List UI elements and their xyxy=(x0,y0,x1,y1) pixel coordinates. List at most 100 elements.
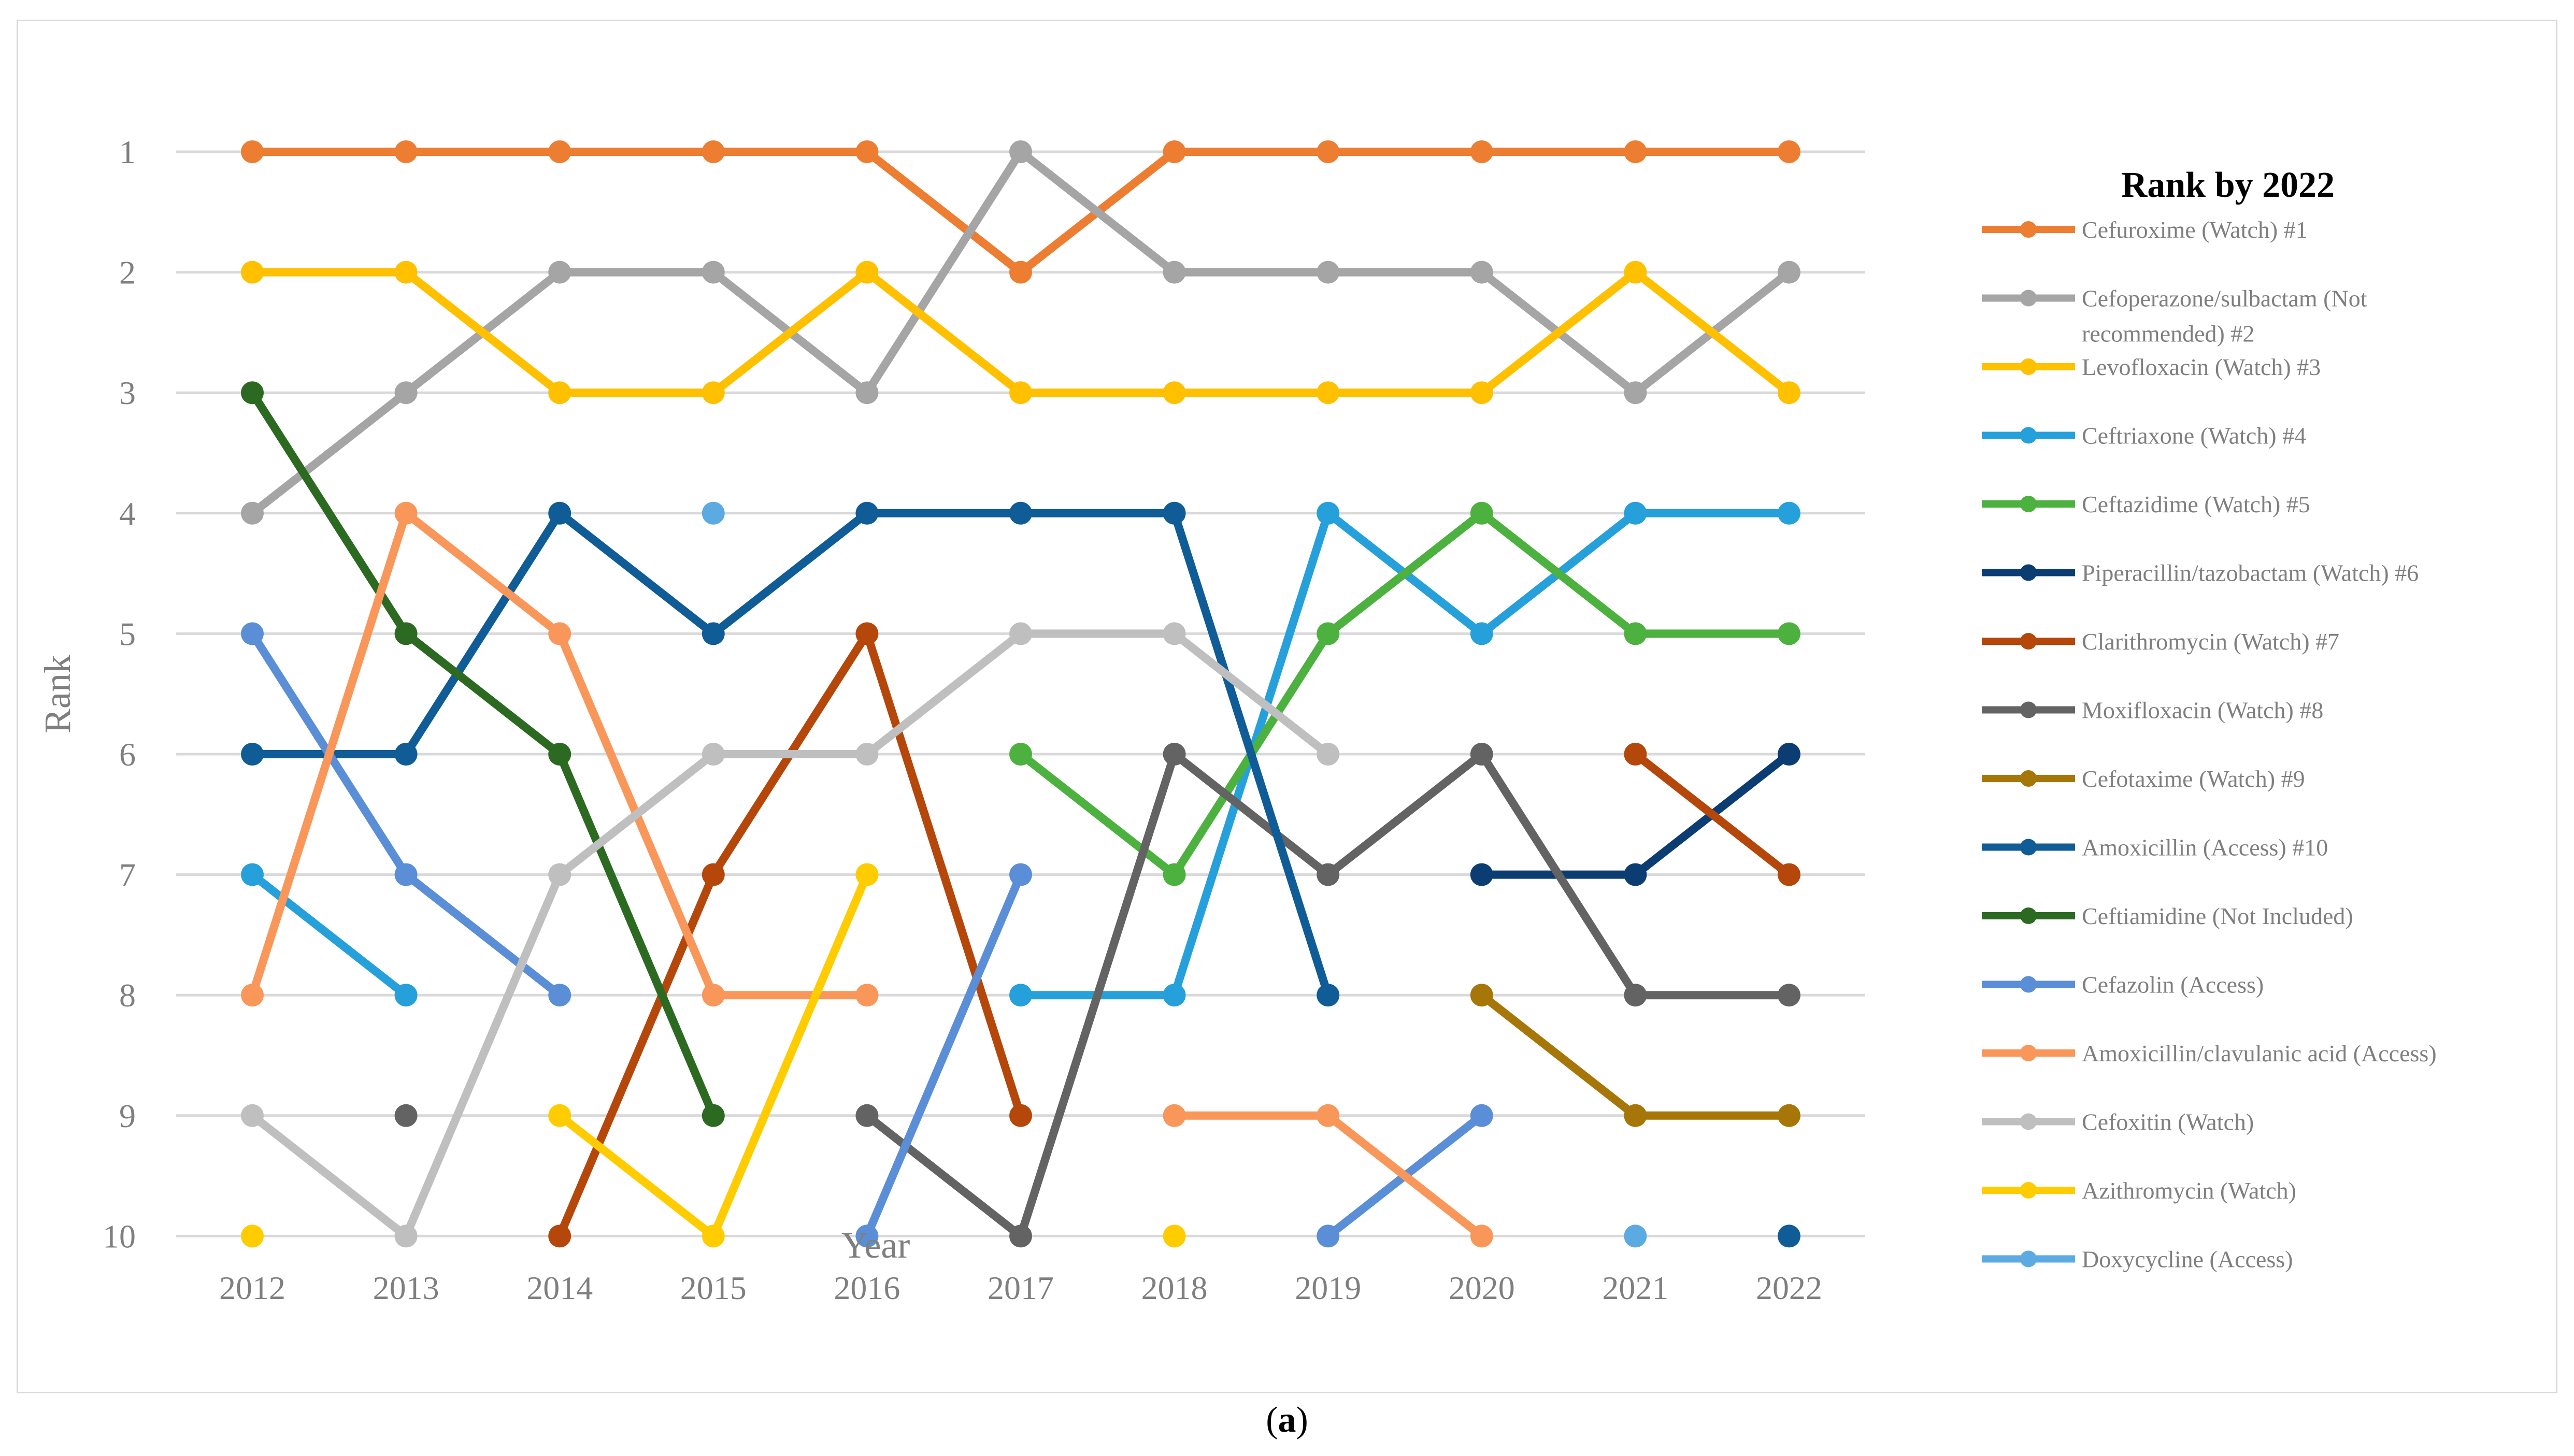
legend-label: Ceftiamidine (Not Included) xyxy=(2082,903,2353,929)
data-point xyxy=(548,261,571,284)
data-point xyxy=(394,261,418,284)
data-point xyxy=(241,140,264,163)
data-point xyxy=(702,622,725,645)
legend-item: Cefuroxime (Watch) #1 xyxy=(1982,217,2308,243)
data-point xyxy=(1778,863,1800,886)
series-line xyxy=(248,629,564,1000)
legend-item: Levofloxacin (Watch) #3 xyxy=(1982,354,2321,380)
data-point xyxy=(1009,1224,1032,1248)
series-14 xyxy=(241,622,1340,1248)
data-point xyxy=(1009,863,1032,886)
data-point xyxy=(1009,381,1032,405)
data-point xyxy=(1470,984,1493,1007)
x-tick-label: 2015 xyxy=(680,1270,747,1306)
data-point xyxy=(1778,261,1800,284)
series-16 xyxy=(702,501,1647,1248)
data-point xyxy=(241,381,264,405)
data-point xyxy=(548,1104,571,1127)
series-6 xyxy=(1470,743,1800,886)
legend-swatch-marker xyxy=(2020,701,2037,718)
data-point xyxy=(1163,501,1186,525)
legend-swatch-marker xyxy=(2020,1250,2037,1267)
data-point xyxy=(241,501,264,525)
x-tick-label: 2022 xyxy=(1756,1270,1822,1306)
y-tick-label: 10 xyxy=(103,1218,136,1255)
data-point xyxy=(548,984,571,1007)
series-1 xyxy=(241,140,1800,284)
data-point xyxy=(1470,381,1493,405)
y-tick-labels: 1 2 3 4 5 6 7 8 9 10 xyxy=(103,134,136,1255)
data-point xyxy=(1163,261,1186,284)
data-point xyxy=(1778,622,1800,645)
y-tick-label: 2 xyxy=(119,254,136,291)
legend-swatch-marker xyxy=(2020,770,2037,787)
data-point xyxy=(1317,140,1340,163)
data-point xyxy=(855,1224,879,1248)
data-point xyxy=(394,140,418,163)
y-tick-label: 8 xyxy=(119,977,136,1014)
series-line xyxy=(555,629,1025,1241)
series-9 xyxy=(1470,984,1800,1127)
legend-label: Levofloxacin (Watch) #3 xyxy=(2082,354,2321,380)
x-tick-label: 2012 xyxy=(219,1270,285,1306)
y-tick-label: 1 xyxy=(119,134,136,170)
data-point xyxy=(855,261,879,284)
legend-label: Amoxicillin/clavulanic acid (Access) xyxy=(2082,1040,2437,1066)
legend-item: Ceftriaxone (Watch) #4 xyxy=(1982,423,2306,449)
data-point xyxy=(1009,140,1032,163)
legend-swatch-marker xyxy=(2020,358,2037,375)
data-point xyxy=(241,1104,264,1127)
series-line xyxy=(863,870,1025,1241)
x-axis-title: Year xyxy=(841,1224,910,1266)
legend-item: Clarithromycin (Watch) #7 xyxy=(1982,628,2339,655)
legend-item: Cefotaxime (Watch) #9 xyxy=(1982,766,2305,792)
data-point xyxy=(1778,1224,1800,1248)
data-point xyxy=(1163,1104,1186,1127)
data-point xyxy=(394,381,418,405)
data-point xyxy=(702,1224,725,1248)
data-point xyxy=(1009,261,1032,284)
data-point xyxy=(1163,743,1186,766)
legend-label: Moxifloxacin (Watch) #8 xyxy=(2082,697,2323,724)
legend-item: Moxifloxacin (Watch) #8 xyxy=(1982,697,2323,724)
legend-label: Cefotaxime (Watch) #9 xyxy=(2082,766,2305,792)
legend-item: Cefazolin (Access) xyxy=(1982,972,2264,998)
data-point xyxy=(1470,1224,1493,1248)
data-point xyxy=(1624,1104,1647,1127)
series-7 xyxy=(548,622,1800,1248)
caption-letter: a xyxy=(1278,1400,1296,1440)
legend-label: Doxycycline (Access) xyxy=(2082,1246,2293,1273)
data-point xyxy=(394,622,418,645)
data-point xyxy=(1470,1104,1493,1127)
data-point xyxy=(1470,863,1493,886)
data-point xyxy=(855,743,879,766)
y-tick-label: 9 xyxy=(119,1098,136,1134)
data-point xyxy=(241,984,264,1007)
data-point xyxy=(548,622,571,645)
legend-title: Rank by 2022 xyxy=(2121,165,2335,205)
legend-swatch-marker xyxy=(2020,976,2037,993)
data-point xyxy=(1624,863,1647,886)
y-axis-title: Rank xyxy=(37,655,78,733)
x-tick-label: 2017 xyxy=(988,1270,1054,1306)
data-point xyxy=(1778,984,1800,1007)
y-tick-label: 5 xyxy=(119,615,136,652)
x-tick-label: 2018 xyxy=(1141,1270,1208,1306)
data-point xyxy=(394,1104,418,1127)
data-point xyxy=(1009,1104,1032,1127)
legend-item: Ceftiamidine (Not Included) xyxy=(1982,903,2353,929)
data-point xyxy=(1470,140,1493,163)
legend-label: Ceftriaxone (Watch) #4 xyxy=(2082,423,2306,449)
data-point xyxy=(702,381,725,405)
data-point xyxy=(855,984,879,1007)
data-point xyxy=(1778,743,1800,766)
legend-swatch-marker xyxy=(2020,290,2037,307)
data-point xyxy=(1317,261,1340,284)
data-point xyxy=(1470,743,1493,766)
data-point xyxy=(1317,743,1340,766)
data-point xyxy=(241,743,264,766)
data-point xyxy=(1009,501,1032,525)
data-point xyxy=(1009,743,1032,766)
data-point xyxy=(394,984,418,1007)
legend-label: Cefoxitin (Watch) xyxy=(2082,1109,2254,1135)
